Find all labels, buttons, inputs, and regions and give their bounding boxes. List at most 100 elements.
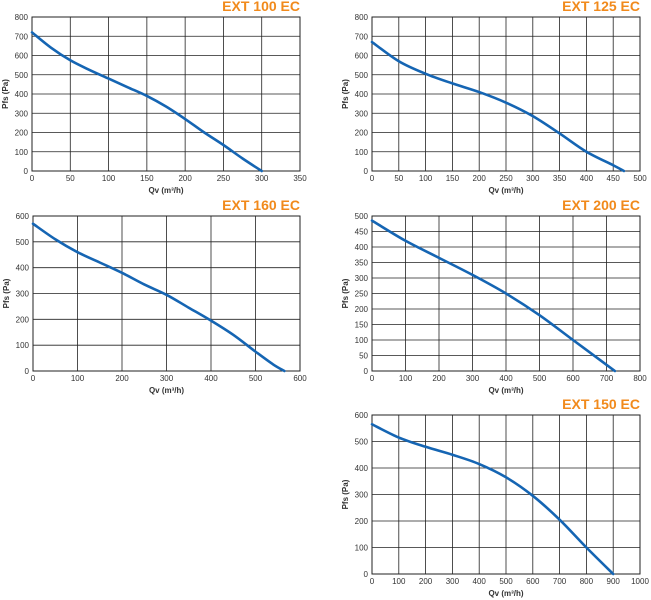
y-tick-label: 0 — [364, 367, 369, 376]
x-tick-label: 200 — [419, 577, 433, 586]
y-tick-label: 300 — [355, 109, 369, 118]
x-tick-label: 50 — [66, 174, 75, 183]
y-tick-label: 400 — [355, 243, 369, 252]
x-tick-label: 300 — [255, 174, 269, 183]
plot-frame — [371, 414, 641, 575]
x-axis-label: Qv (m³/h) — [488, 186, 523, 195]
x-tick-label: 0 — [370, 174, 375, 183]
y-tick-label: 600 — [16, 212, 30, 221]
chart-panel: 0 50 100 150 200 250 300 350 0 100 200 300 400 500 600… — [1, 0, 307, 195]
y-tick-label: 0 — [25, 367, 30, 376]
x-tick-label: 450 — [607, 174, 621, 183]
y-tick-label: 300 — [15, 109, 29, 118]
y-tick-label: 0 — [364, 167, 369, 176]
y-tick-label: 500 — [355, 438, 369, 447]
y-axis-label: Pfs (Pa) — [341, 479, 350, 509]
x-tick-label: 1000 — [631, 577, 649, 586]
x-tick-label: 400 — [580, 174, 594, 183]
x-tick-label: 200 — [473, 174, 487, 183]
y-tick-label: 400 — [15, 90, 29, 99]
x-tick-label: 200 — [432, 374, 446, 383]
x-tick-label: 800 — [633, 374, 647, 383]
fan-curve-line — [370, 219, 617, 373]
y-tick-label: 200 — [16, 315, 30, 324]
x-tick-label: 100 — [71, 374, 85, 383]
y-tick-label: 400 — [355, 464, 369, 473]
y-tick-label: 300 — [16, 290, 30, 299]
x-tick-label: 100 — [399, 374, 413, 383]
x-tick-label: 0 — [31, 374, 36, 383]
y-tick-label: 100 — [355, 336, 369, 345]
y-tick-label: 350 — [355, 259, 369, 268]
x-tick-label: 300 — [526, 174, 540, 183]
x-tick-label: 150 — [140, 174, 154, 183]
chart-panel: 0 50 100 150 200 250 300 350 400 450 500 0 100 200 300… — [341, 0, 647, 195]
y-tick-label: 0 — [24, 167, 29, 176]
x-tick-label: 500 — [533, 374, 547, 383]
x-tick-label: 600 — [293, 374, 307, 383]
chart-panel: 0 100 200 300 400 500 600 700 800 900 1000 0 100 200 3… — [341, 396, 649, 598]
y-axis-label: Pfs (Pa) — [341, 278, 350, 308]
y-tick-label: 450 — [355, 228, 369, 237]
y-tick-label: 600 — [355, 52, 369, 61]
y-tick-label: 200 — [355, 305, 369, 314]
y-tick-label: 500 — [16, 238, 30, 247]
plot-frame — [371, 215, 641, 372]
y-tick-label: 100 — [355, 148, 369, 157]
x-tick-label: 500 — [633, 174, 647, 183]
x-axis-label: Qv (m³/h) — [148, 186, 183, 195]
x-tick-label: 500 — [249, 374, 263, 383]
x-tick-label: 600 — [566, 374, 580, 383]
x-tick-label: 250 — [217, 174, 231, 183]
x-axis-label: Qv (m³/h) — [149, 386, 184, 395]
y-tick-label: 300 — [355, 274, 369, 283]
x-tick-label: 100 — [392, 577, 406, 586]
x-axis-label: Qv (m³/h) — [488, 386, 523, 395]
y-tick-label: 600 — [355, 411, 369, 420]
x-tick-label: 50 — [394, 174, 403, 183]
x-tick-label: 100 — [102, 174, 116, 183]
chart-title: EXT 100 EC — [222, 0, 300, 14]
x-tick-label: 200 — [178, 174, 192, 183]
y-tick-label: 0 — [364, 570, 369, 579]
x-axis-label: Qv (m³/h) — [488, 589, 523, 598]
x-tick-label: 0 — [370, 374, 375, 383]
chart-panel: 0 100 200 300 400 500 600 0 100 200 300 400 500 600 EX… — [2, 197, 307, 395]
y-tick-label: 200 — [355, 129, 369, 138]
chart-title: EXT 160 EC — [222, 197, 300, 213]
y-tick-label: 800 — [15, 13, 29, 22]
x-tick-label: 400 — [473, 577, 487, 586]
x-tick-label: 700 — [553, 577, 567, 586]
fan-curve-line — [30, 31, 264, 173]
y-tick-label: 200 — [355, 517, 369, 526]
y-tick-label: 400 — [16, 264, 30, 273]
y-tick-label: 500 — [355, 71, 369, 80]
plot-frame — [32, 215, 301, 372]
y-axis-label: Pfs (Pa) — [1, 79, 10, 109]
x-tick-label: 300 — [466, 374, 480, 383]
fan-curve-line — [31, 222, 286, 373]
chart-title: EXT 150 EC — [562, 396, 640, 412]
x-tick-label: 300 — [446, 577, 460, 586]
y-tick-label: 100 — [15, 148, 29, 157]
x-tick-label: 300 — [160, 374, 174, 383]
x-tick-label: 250 — [499, 174, 513, 183]
y-axis-label: Pfs (Pa) — [2, 278, 11, 308]
y-tick-label: 50 — [359, 352, 368, 361]
y-tick-label: 300 — [355, 491, 369, 500]
x-tick-label: 200 — [115, 374, 129, 383]
y-tick-label: 700 — [15, 32, 29, 41]
y-tick-label: 500 — [355, 212, 369, 221]
y-axis-label: Pfs (Pa) — [341, 79, 350, 109]
chart-panel: 0 100 200 300 400 500 600 700 800 0 50 100 150 200 250… — [341, 197, 647, 395]
y-tick-label: 100 — [355, 544, 369, 553]
x-tick-label: 100 — [419, 174, 433, 183]
x-tick-label: 500 — [499, 577, 513, 586]
y-tick-label: 800 — [355, 13, 369, 22]
chart-title: EXT 125 EC — [562, 0, 640, 14]
x-tick-label: 350 — [553, 174, 567, 183]
y-tick-label: 700 — [355, 32, 369, 41]
x-tick-label: 350 — [293, 174, 307, 183]
y-tick-label: 500 — [15, 71, 29, 80]
